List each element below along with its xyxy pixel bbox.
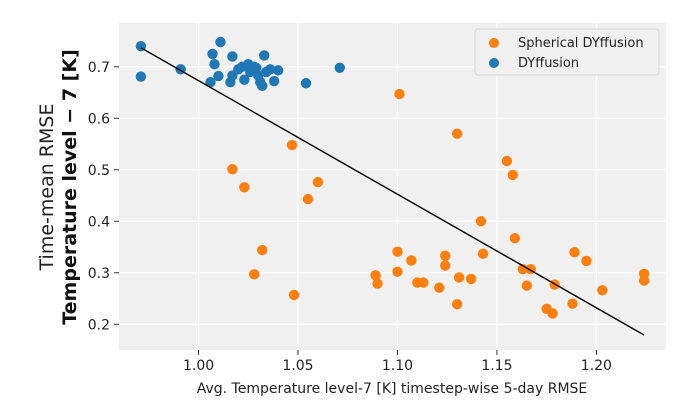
fit-line-group xyxy=(140,47,645,336)
data-point xyxy=(451,128,463,139)
data-point xyxy=(406,255,417,266)
data-point xyxy=(394,88,405,100)
y-axis-label-line1: Time-mean RMSE xyxy=(36,104,58,272)
x-axis-ticks: 1.00 1.05 1.10 1.15 1.20 xyxy=(183,350,612,374)
data-point xyxy=(288,289,300,301)
legend: Spherical DYffusion DYffusion xyxy=(474,28,660,76)
data-point xyxy=(440,250,451,261)
data-point xyxy=(547,308,558,319)
y-tick-label: 0.2 xyxy=(88,317,110,333)
data-point xyxy=(567,298,578,309)
x-tick-label: 1.05 xyxy=(282,358,313,374)
data-point xyxy=(227,51,238,62)
legend-label-spherical-dyffusion: Spherical DYffusion xyxy=(518,36,644,51)
x-tick-label: 1.20 xyxy=(581,358,612,374)
data-point xyxy=(581,255,592,267)
y-axis-ticks: 0.2 0.3 0.4 0.5 0.6 0.7 xyxy=(88,60,119,333)
data-point xyxy=(569,246,580,258)
data-point xyxy=(239,74,250,85)
data-point xyxy=(209,58,220,70)
data-point xyxy=(257,244,268,256)
data-point xyxy=(392,266,403,277)
data-point xyxy=(268,75,280,87)
data-point xyxy=(453,272,465,283)
legend-label-dyffusion: DYffusion xyxy=(518,56,579,71)
x-axis-label: Avg. Temperature level-7 [K] timestep-wi… xyxy=(197,381,588,397)
data-point xyxy=(597,285,608,296)
y-tick-label: 0.4 xyxy=(88,214,110,230)
data-point xyxy=(286,139,298,151)
data-point xyxy=(272,65,284,76)
data-point xyxy=(213,70,224,82)
data-points xyxy=(135,36,650,319)
data-point xyxy=(205,77,216,88)
data-point xyxy=(434,282,445,293)
data-point xyxy=(215,36,226,48)
data-point xyxy=(135,71,147,82)
y-tick-label: 0.3 xyxy=(88,266,110,282)
data-point xyxy=(477,248,489,259)
data-point xyxy=(264,64,276,75)
data-point xyxy=(370,270,381,281)
y-tick-label: 0.5 xyxy=(88,163,110,179)
data-point xyxy=(475,216,487,227)
data-point xyxy=(465,273,477,285)
data-point xyxy=(501,155,513,167)
data-point xyxy=(509,233,521,244)
x-tick-label: 1.00 xyxy=(183,358,214,374)
data-point xyxy=(507,169,519,181)
data-point xyxy=(521,280,532,291)
data-point xyxy=(239,182,250,193)
legend-box xyxy=(474,28,660,76)
data-point xyxy=(259,50,270,61)
x-tick-label: 1.15 xyxy=(481,358,512,374)
series-0 xyxy=(227,88,650,319)
data-point xyxy=(440,260,451,271)
data-point xyxy=(372,278,383,289)
y-tick-label: 0.6 xyxy=(88,111,110,127)
data-point xyxy=(249,269,260,280)
y-tick-label: 0.7 xyxy=(88,60,110,76)
data-point xyxy=(418,277,429,288)
data-point xyxy=(257,80,268,92)
data-point xyxy=(207,48,218,60)
data-point xyxy=(334,62,345,74)
legend-marker-dyffusion xyxy=(489,58,499,68)
data-point xyxy=(300,78,312,89)
x-tick-label: 1.10 xyxy=(382,358,413,374)
data-point xyxy=(392,246,403,257)
data-point xyxy=(638,275,650,286)
data-point xyxy=(451,298,463,310)
data-point xyxy=(312,176,324,188)
y-axis-label-line2: Temperature level − 7 [K] xyxy=(59,49,81,325)
data-point xyxy=(227,164,238,175)
fit-line xyxy=(140,47,645,336)
legend-marker-spherical-dyffusion xyxy=(489,38,499,48)
data-point xyxy=(302,193,314,205)
series-1 xyxy=(135,36,345,92)
